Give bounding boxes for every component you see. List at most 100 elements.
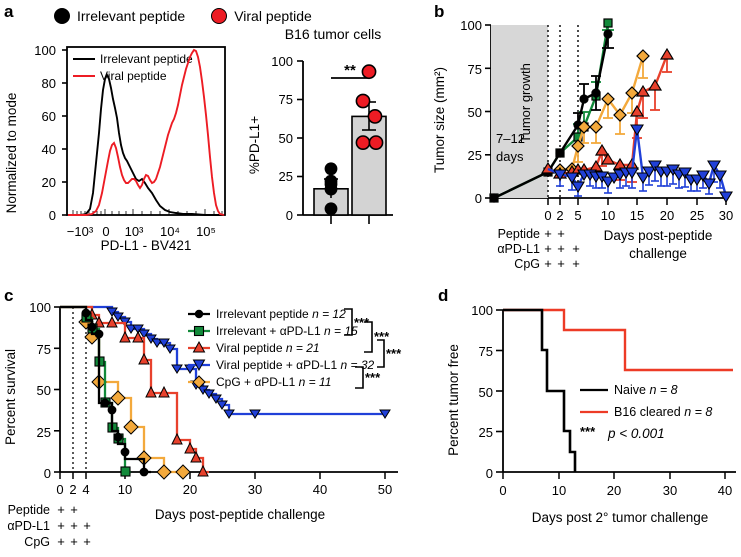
- hist-ylabel: Normalized to mode: [4, 93, 19, 214]
- c-series-irrelevant-peptide: [60, 305, 151, 477]
- significance-stars: **: [344, 62, 356, 79]
- stars: ***: [374, 329, 390, 344]
- tumor-growth-days-2: days: [496, 149, 524, 164]
- d-xlabel: Days post 2° tumor challenge: [532, 510, 709, 525]
- ytick: 75: [279, 92, 293, 107]
- xtick: 0: [544, 208, 551, 223]
- d-series-naive: [503, 308, 577, 472]
- tumor-growth-label: Tumor growth: [518, 63, 533, 143]
- bar-irrelevant-peptide: [313, 162, 349, 216]
- treatment-mark: +: [70, 534, 78, 549]
- ytick: 80: [42, 76, 56, 91]
- c-series-viral-peptide: [60, 305, 209, 477]
- treatment-mark: +: [57, 534, 65, 549]
- d-legend: Naive n = 8 B16 cleared n = 8 *** p < 0.…: [580, 383, 712, 441]
- hist-x-axis: −10³ 0 10³ 10⁴ 10⁵ PD-L1 - BV421: [67, 224, 216, 253]
- hist-trace-viral: [68, 48, 225, 216]
- ytick: 0: [49, 208, 56, 223]
- ytick: 0: [44, 466, 51, 481]
- legend-item-irrelevant-peptide: Irrelevant peptide: [54, 8, 185, 24]
- xtick: 2: [556, 208, 563, 223]
- xtick: 10³: [125, 224, 144, 239]
- panel-a-histogram: Normalized to mode 100 80 60 40 20 0: [4, 43, 226, 253]
- ytick: 25: [479, 425, 493, 440]
- xtick: −10³: [67, 224, 94, 239]
- legend-label: B16 cleared n = 8: [614, 405, 712, 419]
- bar-y-axis: 100 75 50 25 0: [271, 54, 393, 224]
- stars: ***: [386, 346, 402, 361]
- filled-circle-icon: [54, 8, 70, 24]
- d-ylabel: Percent tumor free: [446, 344, 461, 456]
- ytick: 50: [468, 105, 482, 120]
- legend-label: Viral peptide: [234, 8, 312, 24]
- panel-b-chart: Tumor size (mm²) 100 75 50 25 0 Tumor gr…: [432, 18, 733, 271]
- xtick: 30: [248, 482, 262, 497]
- stars: ***: [365, 370, 381, 385]
- c-significance-brackets: [344, 308, 385, 389]
- ytick: 100: [471, 303, 493, 318]
- ytick: 25: [279, 169, 293, 184]
- hist-y-axis: 100 80 60 40 20 0: [34, 43, 67, 223]
- treatment-row-label: Peptide: [498, 227, 540, 241]
- xtick: 10: [601, 208, 615, 223]
- legend-label: Irrelevant + αPD-L1 n = 15: [216, 324, 358, 338]
- c-dotted-lines: [72, 307, 87, 472]
- b-ylabel: Tumor size (mm²): [432, 67, 447, 173]
- ytick: 40: [42, 142, 56, 157]
- c-x-axis: 0 2 4 10 20 30 40 50: [56, 472, 392, 497]
- xtick: 30: [719, 208, 733, 223]
- treatment-mark: +: [70, 502, 78, 517]
- panel-d-chart: Percent tumor free 100 75 50 25 0 0 10 2…: [446, 303, 736, 525]
- ytick: 100: [460, 18, 482, 33]
- ytick: 100: [29, 300, 51, 315]
- filled-circle-icon: [211, 8, 228, 24]
- d-series-b16-cleared: [503, 308, 733, 372]
- treatment-mark: +: [557, 241, 565, 256]
- panel-a-label: a: [4, 2, 14, 21]
- b-series-viral-apdl1: [547, 124, 733, 204]
- xtick: 5: [574, 208, 581, 223]
- hist-xlabel: PD-L1 - BV421: [101, 238, 192, 253]
- ytick: 75: [479, 344, 493, 359]
- hist-inner-legend: Irrelevant peptide Viral peptide: [73, 52, 193, 83]
- pvalue-text: p < 0.001: [607, 426, 665, 441]
- xtick: 0: [499, 483, 506, 498]
- ytick: 0: [486, 466, 493, 481]
- xtick: 20: [607, 483, 621, 498]
- xtick: 0: [56, 482, 63, 497]
- ytick: 100: [34, 43, 56, 58]
- panel-a: a Irrelevant peptide Viral peptide Norma…: [0, 0, 420, 253]
- ytick: 100: [271, 54, 293, 69]
- xtick: 30: [663, 483, 677, 498]
- treatment-mark: +: [544, 256, 552, 271]
- b-series-cpg-apdl1: [553, 49, 650, 177]
- legend-label: Viral peptide: [100, 69, 167, 83]
- legend-label: Irrelevant peptide n = 12: [216, 307, 346, 321]
- bar-significance: **: [331, 62, 369, 79]
- ytick: 50: [479, 385, 493, 400]
- treatment-mark: +: [57, 518, 65, 533]
- panel-d: d Percent tumor free 100 75 50 25 0 0 10: [400, 282, 741, 557]
- c-y-axis: 100 75 50 25 0: [29, 300, 398, 481]
- b-treatment-table: Peptide αPD-L1 CpG + + + + + + + +: [497, 226, 579, 271]
- treatment-row-label: CpG: [514, 257, 540, 271]
- legend-label: CpG + αPD-L1 n = 11: [216, 375, 331, 389]
- xtick: 10: [118, 482, 132, 497]
- treatment-mark: +: [83, 534, 91, 549]
- ytick: 25: [468, 148, 482, 163]
- treatment-row-label: Peptide: [8, 503, 50, 517]
- treatment-mark: +: [83, 518, 91, 533]
- b-dotted-lines: [547, 25, 579, 198]
- c-treatment-table: Peptide αPD-L1 CpG + + + + + + + +: [7, 502, 90, 549]
- hist-trace-irrelevant: [68, 72, 224, 216]
- c-series-viral-apdl1: [60, 305, 391, 419]
- d-x-axis: 0 10 20 30 40: [499, 472, 732, 498]
- treatment-row-label: CpG: [24, 535, 50, 549]
- ytick: 25: [37, 425, 51, 440]
- ytick: 0: [286, 208, 293, 223]
- c-legend: Irrelevant peptide n = 12 Irrelevant + α…: [188, 307, 374, 389]
- bar-viral-peptide: [351, 64, 387, 216]
- legend-item-viral-peptide: Viral peptide: [211, 8, 312, 24]
- stars: ***: [354, 315, 370, 330]
- xtick: 10⁴: [160, 224, 180, 239]
